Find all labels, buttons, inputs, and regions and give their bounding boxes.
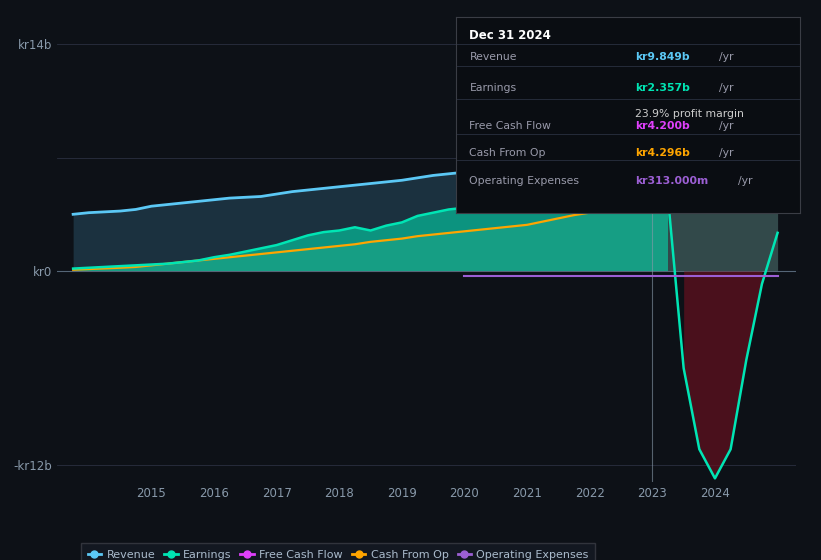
Text: kr4.296b: kr4.296b bbox=[635, 148, 690, 158]
Text: kr4.200b: kr4.200b bbox=[635, 121, 690, 130]
Text: Free Cash Flow: Free Cash Flow bbox=[470, 121, 552, 130]
Text: /yr: /yr bbox=[719, 52, 734, 62]
Text: /yr: /yr bbox=[719, 121, 734, 130]
Legend: Revenue, Earnings, Free Cash Flow, Cash From Op, Operating Expenses: Revenue, Earnings, Free Cash Flow, Cash … bbox=[81, 543, 595, 560]
Text: Cash From Op: Cash From Op bbox=[470, 148, 546, 158]
Text: Dec 31 2024: Dec 31 2024 bbox=[470, 29, 552, 41]
Text: Earnings: Earnings bbox=[470, 83, 516, 94]
Text: kr2.357b: kr2.357b bbox=[635, 83, 690, 94]
Text: /yr: /yr bbox=[738, 176, 753, 185]
Text: 23.9% profit margin: 23.9% profit margin bbox=[635, 109, 744, 119]
Text: /yr: /yr bbox=[719, 83, 734, 94]
Text: /yr: /yr bbox=[719, 148, 734, 158]
Text: kr9.849b: kr9.849b bbox=[635, 52, 690, 62]
Text: Revenue: Revenue bbox=[470, 52, 517, 62]
Text: kr313.000m: kr313.000m bbox=[635, 176, 709, 185]
Text: Operating Expenses: Operating Expenses bbox=[470, 176, 580, 185]
